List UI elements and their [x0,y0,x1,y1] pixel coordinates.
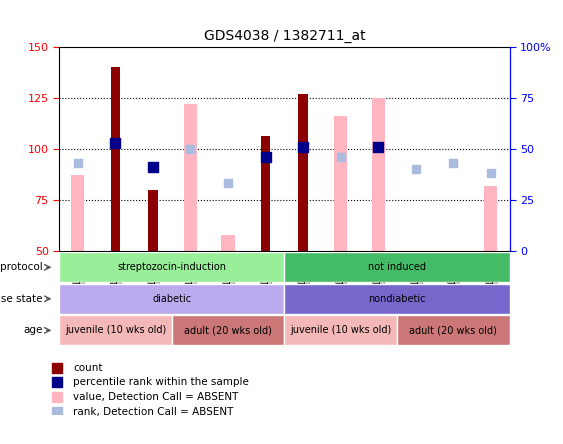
Bar [72,175,84,251]
Point [52,394,61,401]
Point [186,145,195,152]
Point [486,170,495,177]
Bar [172,315,284,345]
Bar [148,190,158,251]
Point [298,143,307,150]
Point [336,153,345,160]
Point [111,139,120,146]
Point [149,163,158,170]
Point [449,159,458,166]
Text: value, Detection Call = ABSENT: value, Detection Call = ABSENT [73,392,239,402]
Point [374,143,383,150]
Bar [59,284,284,314]
Text: adult (20 wks old): adult (20 wks old) [409,325,497,335]
Bar [372,98,385,251]
Text: count: count [73,363,103,373]
Text: not induced: not induced [368,262,426,272]
Text: disease state: disease state [0,294,43,304]
Text: nondiabetic: nondiabetic [368,294,426,304]
Text: streptozocin-induction: streptozocin-induction [117,262,226,272]
Bar [59,252,284,282]
Point [261,153,270,160]
Bar [221,234,235,251]
Point [52,379,61,386]
Bar [184,104,197,251]
Bar [284,315,397,345]
Text: protocol: protocol [0,262,43,272]
Point [411,166,420,173]
Text: juvenile (10 wks old): juvenile (10 wks old) [65,325,166,335]
Bar [334,116,347,251]
Text: juvenile (10 wks old): juvenile (10 wks old) [290,325,391,335]
Bar [397,315,510,345]
Point [52,364,61,371]
Bar [111,67,120,251]
Bar [261,136,270,251]
Text: percentile rank within the sample: percentile rank within the sample [73,377,249,388]
Point [73,159,82,166]
Text: rank, Detection Call = ABSENT: rank, Detection Call = ABSENT [73,407,234,417]
Text: diabetic: diabetic [152,294,191,304]
Point [224,180,233,187]
Text: adult (20 wks old): adult (20 wks old) [184,325,272,335]
Point [52,408,61,416]
Bar [484,186,497,251]
Title: GDS4038 / 1382711_at: GDS4038 / 1382711_at [203,29,365,43]
Bar [284,252,510,282]
Bar [284,284,510,314]
Bar [59,315,172,345]
Bar [298,94,308,251]
Text: age: age [23,325,43,335]
Point [261,153,270,160]
